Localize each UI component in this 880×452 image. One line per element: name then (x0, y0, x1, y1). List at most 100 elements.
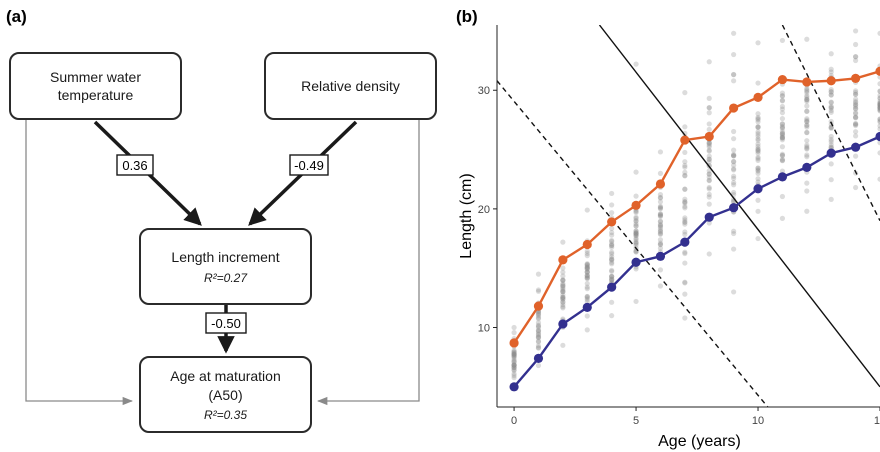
raw-point (511, 351, 517, 357)
raw-point (511, 347, 517, 354)
raw-point (560, 283, 566, 289)
raw-point (853, 54, 859, 60)
raw-point (853, 110, 859, 116)
raw-point (706, 126, 712, 133)
raw-point (682, 199, 688, 205)
raw-point (584, 280, 590, 287)
reference-line-dashed (781, 25, 880, 222)
raw-point (609, 256, 615, 262)
raw-point (657, 223, 664, 229)
series-point (729, 103, 739, 113)
raw-point (779, 123, 786, 130)
raw-point (633, 209, 639, 216)
raw-point (706, 147, 712, 153)
raw-point (731, 182, 737, 188)
raw-point (535, 332, 542, 338)
raw-point (584, 269, 590, 275)
raw-point (682, 217, 688, 223)
raw-point (511, 352, 517, 358)
raw-point (779, 130, 786, 137)
raw-point (535, 329, 542, 335)
raw-point (779, 134, 786, 141)
raw-point (779, 135, 786, 141)
series-point (704, 131, 714, 142)
raw-point (657, 212, 664, 218)
series-point (826, 76, 836, 86)
raw-point (560, 286, 566, 293)
raw-point (706, 220, 712, 226)
raw-point (584, 266, 590, 272)
raw-point (682, 219, 688, 225)
raw-point (731, 230, 737, 237)
raw-point (731, 51, 737, 58)
raw-point (609, 256, 615, 262)
raw-point (584, 262, 590, 268)
raw-point (609, 244, 615, 250)
raw-point (535, 328, 542, 334)
raw-point (657, 195, 664, 201)
raw-point (755, 141, 761, 147)
raw-point (682, 231, 688, 238)
raw-point (804, 103, 810, 109)
raw-point (584, 261, 590, 267)
x-tick-label: 5 (633, 415, 639, 427)
raw-point (609, 242, 615, 249)
raw-point (584, 261, 590, 268)
raw-point (560, 277, 566, 283)
raw-point (828, 133, 834, 140)
raw-point (731, 153, 737, 159)
raw-point (535, 288, 542, 294)
raw-point (657, 227, 664, 233)
raw-point (633, 208, 639, 214)
raw-point (535, 320, 542, 326)
raw-point (584, 293, 590, 300)
raw-point (853, 91, 859, 98)
raw-point (779, 168, 786, 174)
raw-point (682, 162, 688, 169)
raw-point (755, 168, 761, 174)
maturation-box: Age at maturation (A50) R²=0.35 (139, 356, 312, 433)
raw-point (609, 249, 615, 255)
raw-point (877, 116, 880, 122)
raw-point (828, 144, 834, 150)
temperature-label-line1: Summer water (50, 69, 141, 85)
raw-point (584, 275, 590, 281)
series-point (582, 239, 592, 250)
raw-point (584, 286, 590, 292)
raw-point (706, 168, 712, 174)
raw-point (682, 229, 688, 235)
raw-point (706, 156, 712, 162)
raw-point (877, 104, 880, 110)
raw-point (560, 294, 566, 300)
raw-point (779, 124, 786, 131)
increment-r2: R²=0.27 (204, 271, 248, 285)
raw-point (829, 13, 834, 18)
raw-point (706, 184, 712, 191)
raw-point (535, 327, 542, 333)
raw-point (633, 215, 639, 222)
raw-point (584, 263, 590, 269)
raw-point (633, 218, 639, 224)
raw-point (804, 98, 810, 105)
raw-point (511, 358, 517, 364)
raw-point (731, 180, 737, 186)
raw-point (657, 224, 664, 231)
raw-point (755, 115, 761, 122)
series-point (509, 338, 519, 348)
maturation-label-line2: (A50) (208, 387, 242, 403)
raw-point (657, 203, 664, 209)
raw-point (828, 69, 834, 75)
raw-point (706, 159, 712, 165)
raw-point (877, 150, 880, 156)
raw-point (609, 273, 615, 280)
raw-point (853, 129, 859, 135)
raw-point (731, 158, 737, 165)
series-point (802, 162, 812, 172)
maturation-r2: R²=0.35 (204, 408, 247, 422)
raw-point (682, 249, 688, 255)
raw-point (633, 230, 639, 236)
raw-point (511, 362, 517, 368)
series-point (533, 353, 544, 363)
raw-point (511, 373, 517, 379)
